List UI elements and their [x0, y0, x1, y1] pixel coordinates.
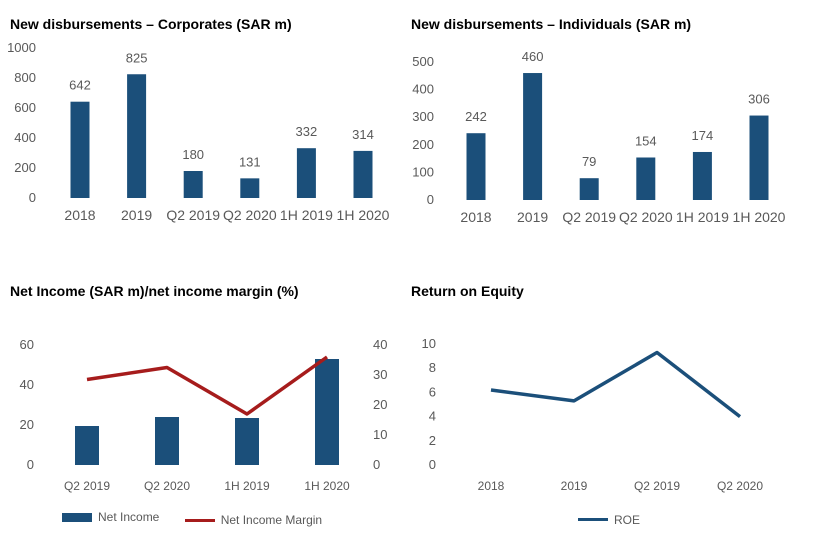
legend-swatch-net-income-margin [184, 518, 215, 522]
corp-ytick-label: 0 [29, 190, 36, 205]
ni-bar [75, 426, 99, 465]
ind-bar [749, 115, 769, 200]
corp-bar [183, 171, 203, 198]
chart-title-roe: Return on Equity [411, 283, 524, 299]
chart-title-individuals: New disbursements – Individuals (SAR m) [411, 16, 692, 32]
corp-bar [240, 178, 260, 198]
ind-data-label: 174 [692, 128, 714, 143]
legend-label-roe: ROE [614, 512, 641, 527]
ind-data-label: 154 [635, 133, 657, 148]
ind-bar [523, 73, 543, 200]
ind-xtick-label: Q2 2020 [619, 209, 673, 225]
corp-data-label: 314 [352, 127, 374, 142]
ind-ytick-label: 0 [427, 192, 434, 207]
ni-xtick-label: 1H 2020 [304, 479, 350, 493]
ind-data-label: 460 [522, 49, 544, 64]
ind-xtick-label: 2018 [460, 209, 491, 225]
corp-data-label: 825 [126, 50, 148, 65]
ni-margin-line [86, 355, 329, 416]
ind-ytick-label: 200 [412, 137, 434, 152]
roe-ytick-label: 4 [429, 409, 436, 424]
corp-bar [127, 74, 147, 198]
chart-corporates: 0 200 400 600 800 1000 642 2018 825 2019 180 Q2 201… [7, 40, 390, 223]
chart-title-corporates: New disbursements – Corporates (SAR m) [10, 16, 292, 32]
roe-ytick-label: 6 [429, 384, 436, 399]
legend-roe: ROE [578, 510, 662, 527]
ind-bar [579, 178, 599, 200]
ind-data-label: 79 [582, 154, 596, 169]
corp-data-label: 180 [182, 147, 204, 162]
ind-xtick-label: 1H 2019 [676, 209, 729, 225]
ind-xtick-label: Q2 2019 [562, 209, 616, 225]
ni-bar [235, 418, 259, 465]
legend-swatch-net-income [62, 512, 92, 522]
ni-ytick-label: 20 [20, 417, 34, 432]
corp-xtick-label: Q2 2020 [223, 207, 277, 223]
ni-y2tick-label: 30 [373, 367, 387, 382]
corp-bar [353, 150, 373, 198]
ni-ytick-label: 40 [20, 377, 34, 392]
ind-ytick-label: 100 [412, 164, 434, 179]
corp-xtick-label: Q2 2019 [166, 207, 220, 223]
roe-ytick-label: 8 [429, 360, 436, 375]
ni-y2tick-label: 20 [373, 397, 387, 412]
legend-label-net-income: Net Income [98, 510, 160, 524]
ni-y2tick-label: 10 [373, 427, 387, 442]
ind-bar [636, 157, 656, 200]
chart-net-income: 0 20 40 60 0 10 20 30 40 Q2 2019 Q2 2020 1H 2019 1H … [20, 337, 388, 493]
corp-xtick-label: 1H 2019 [280, 207, 333, 223]
roe-line [490, 350, 742, 418]
corp-ytick-label: 600 [14, 100, 36, 115]
roe-xtick-label: Q2 2020 [717, 479, 763, 493]
roe-xtick-label: 2019 [561, 479, 588, 493]
ni-y2tick-label: 40 [373, 337, 387, 352]
chart-title-net-income: Net Income (SAR m)/net income margin (%) [10, 283, 299, 299]
ni-xtick-label: 1H 2019 [224, 479, 270, 493]
ni-xtick-label: Q2 2019 [64, 479, 110, 493]
ind-xtick-label: 1H 2020 [733, 209, 786, 225]
legend-swatch-roe [578, 518, 608, 521]
corp-ytick-label: 400 [14, 130, 36, 145]
ind-ytick-label: 400 [412, 82, 434, 97]
ind-bar [466, 133, 486, 200]
ind-ytick-label: 300 [412, 109, 434, 124]
roe-ytick-label: 0 [429, 457, 436, 472]
chart-individuals: 0 100 200 300 400 500 242 2018 460 2019 79 Q2 2019 1… [412, 49, 785, 225]
ni-bar [155, 417, 179, 465]
ind-xtick-label: 2019 [517, 209, 548, 225]
roe-xtick-label: 2018 [478, 479, 505, 493]
ind-data-label: 306 [748, 92, 770, 107]
ni-xtick-label: Q2 2020 [144, 479, 190, 493]
legend-item-net-income: Net Income [62, 510, 159, 524]
corp-xtick-label: 2019 [121, 207, 152, 223]
corp-ytick-label: 1000 [7, 40, 36, 55]
legend-label-net-income-margin: Net Income Margin [220, 513, 323, 527]
corp-data-label: 131 [239, 154, 261, 169]
ind-ytick-label: 500 [412, 54, 434, 69]
roe-ytick-label: 2 [429, 433, 436, 448]
corp-data-label: 332 [296, 124, 318, 139]
corp-ytick-label: 800 [14, 70, 36, 85]
corp-xtick-label: 1H 2020 [337, 207, 390, 223]
corp-ytick-label: 200 [14, 160, 36, 175]
roe-xtick-label: Q2 2019 [634, 479, 680, 493]
roe-ytick-label: 10 [422, 336, 436, 351]
ni-y2tick-label: 0 [373, 457, 380, 472]
ind-bar [692, 151, 712, 200]
corp-bar [296, 148, 316, 198]
ni-bar [315, 359, 339, 465]
corp-data-label: 642 [69, 78, 91, 93]
legend-net-income: Net Income Net Income Margin [62, 510, 344, 527]
corp-xtick-label: 2018 [64, 207, 95, 223]
ni-ytick-label: 60 [20, 337, 34, 352]
legend-item-net-income-margin: Net Income Margin [184, 513, 323, 527]
corp-bar [70, 101, 90, 198]
ni-ytick-label: 0 [27, 457, 34, 472]
ind-data-label: 242 [465, 109, 487, 124]
legend-item-roe: ROE [578, 513, 640, 527]
